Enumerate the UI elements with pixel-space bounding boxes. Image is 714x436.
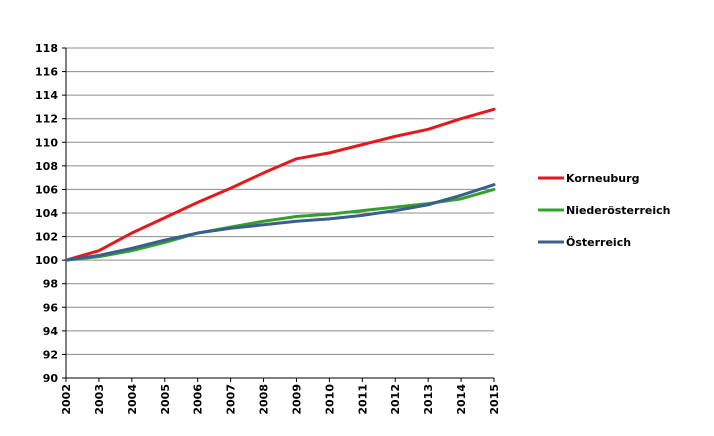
- series-line-1: [64, 187, 496, 262]
- y-tick-label: 110: [35, 136, 58, 149]
- x-tick-label: 2002: [60, 384, 73, 415]
- series-lines: [64, 107, 496, 262]
- y-tick-label: 106: [35, 183, 58, 196]
- axes: [62, 47, 495, 382]
- y-tick-label: 96: [43, 301, 59, 314]
- x-tick-label: 2011: [356, 384, 369, 415]
- x-tick-label: 2006: [192, 384, 205, 415]
- y-tick-label: 92: [43, 348, 58, 361]
- series-line-0: [64, 107, 496, 262]
- x-tick-label: 2015: [488, 384, 501, 415]
- y-tick-label: 100: [35, 254, 58, 267]
- y-tick-label: 108: [35, 160, 58, 173]
- x-axis-tick-labels: 2002 2003 2004 2005 2006 2007 2008 2009 2010 2011…: [60, 384, 501, 415]
- y-tick-label: 112: [35, 113, 58, 126]
- y-tick-label: 90: [43, 372, 59, 385]
- legend-label: Korneuburg: [566, 172, 639, 185]
- x-tick-label: 2005: [159, 384, 172, 415]
- x-tick-label: 2010: [323, 384, 336, 415]
- x-tick-label: 2008: [258, 384, 271, 415]
- x-tick-label: 2009: [290, 384, 303, 415]
- x-tick-label: 2013: [422, 384, 435, 415]
- y-tick-label: 94: [43, 325, 59, 338]
- y-tick-label: 114: [35, 89, 58, 102]
- x-tick-label: 2007: [225, 384, 238, 415]
- gridlines: [66, 47, 494, 379]
- legend-label: Niederösterreich: [566, 204, 670, 217]
- legend-label: Österreich: [566, 235, 631, 249]
- x-tick-label: 2003: [93, 384, 106, 415]
- y-tick-label: 116: [35, 66, 58, 79]
- y-axis-tick-labels: 90 92 94 96 98 100 102 104 106 108 110 112 114 116 118: [35, 42, 58, 385]
- legend: Korneuburg Niederösterreich Österreich: [538, 172, 670, 249]
- x-tick-label: 2004: [126, 384, 139, 415]
- y-tick-label: 102: [35, 231, 58, 244]
- y-tick-label: 98: [43, 278, 58, 291]
- x-tick-label: 2012: [389, 384, 402, 415]
- y-tick-label: 104: [35, 207, 58, 220]
- series-line-2: [64, 183, 496, 262]
- y-tick-label: 118: [35, 42, 58, 55]
- x-tick-label: 2014: [455, 384, 468, 415]
